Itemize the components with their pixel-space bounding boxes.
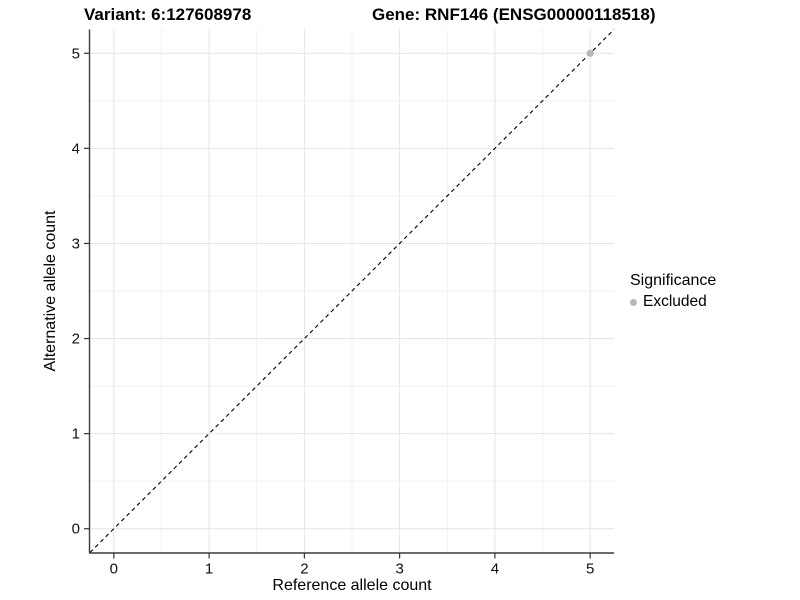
- y-tick-label: 4: [72, 140, 80, 157]
- y-tick-label: 1: [72, 426, 80, 443]
- y-tick-label: 5: [72, 45, 80, 62]
- excluded-point-icon: [630, 298, 637, 306]
- x-axis-title: Reference allele count: [272, 577, 432, 594]
- x-tick-label: 5: [586, 561, 594, 578]
- x-tick-label: 0: [110, 561, 118, 578]
- legend-title: Significance: [630, 272, 717, 289]
- y-tick-label: 0: [72, 521, 80, 538]
- x-tick-label: 2: [300, 561, 308, 578]
- legend-item-label: Excluded: [643, 293, 707, 310]
- x-tick-label: 3: [395, 561, 403, 578]
- y-tick-label: 2: [72, 331, 80, 348]
- y-axis-title: Alternative allele count: [42, 210, 59, 372]
- data-point-excluded: [586, 49, 594, 57]
- y-tick-label: 3: [72, 235, 80, 252]
- identity-dashed-line: [89, 29, 615, 553]
- gene-title: Gene: RNF146 (ENSG00000118518): [372, 5, 656, 24]
- legend-item-excluded: Excluded: [630, 293, 716, 311]
- x-tick-label: 1: [205, 561, 213, 578]
- legend: Significance Excluded: [630, 272, 716, 311]
- x-tick-label: 4: [491, 561, 499, 578]
- variant-title: Variant: 6:127608978: [84, 5, 252, 24]
